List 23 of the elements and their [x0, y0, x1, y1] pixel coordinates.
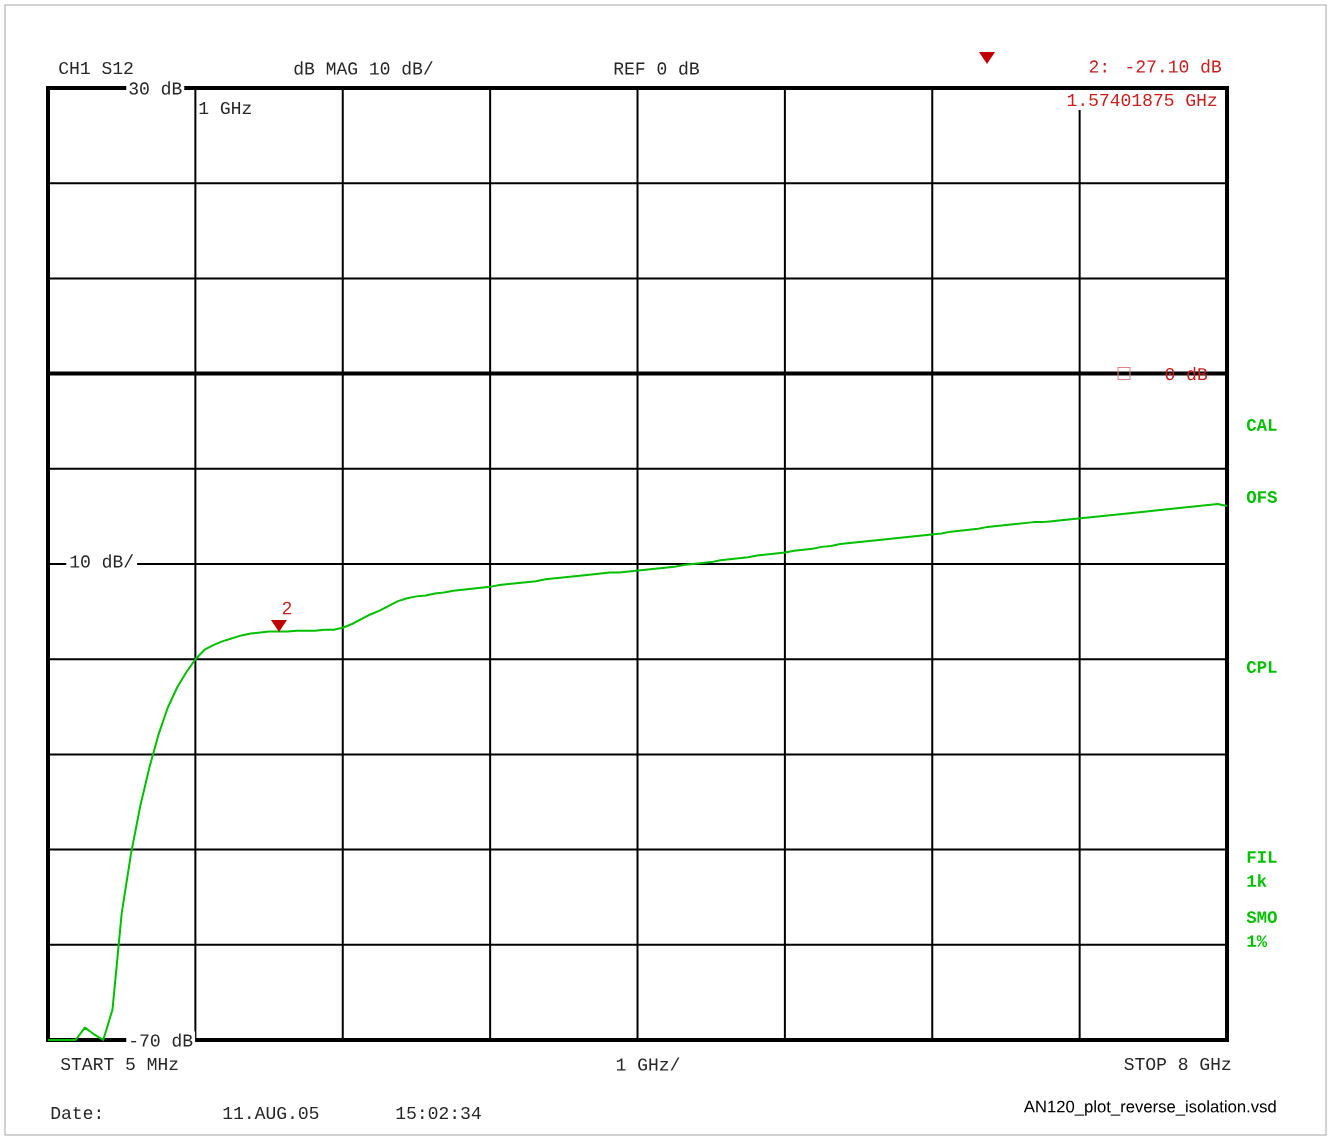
text: SMO 1% — [1246, 911, 1277, 947]
text: 2: -27.10 dB — [1089, 59, 1222, 73]
ref-line-label: 0 dB — [1165, 366, 1208, 381]
text: REF 0 dB — [614, 61, 699, 75]
annotation: 1.57401875 GHz — [1067, 93, 1217, 107]
text: FIL 1k — [1247, 851, 1277, 887]
text: AN120_plot_reverse_isolation.vsd — [1023, 1100, 1276, 1116]
text: CPL — [1246, 661, 1277, 673]
annotation: 1 GHz — [199, 101, 251, 115]
text: Date: — [51, 1106, 100, 1120]
text: 11.AUG.05 — [223, 1106, 319, 1120]
text: STOP 8 GHz — [1124, 1057, 1231, 1071]
text: 15:02:34 — [396, 1106, 481, 1120]
y-tick-label: -70 dB — [131, 1033, 193, 1047]
text: 1 GHz/ — [616, 1057, 680, 1071]
text: START 5 MHz — [60, 1057, 178, 1071]
text: OFS — [1246, 491, 1277, 503]
annotation: 2 — [282, 601, 292, 615]
text: CAL — [1246, 419, 1277, 431]
text: CH1 S12 — [59, 61, 133, 75]
y-tick-label: 30 dB — [129, 81, 182, 95]
text: dB MAG 10 dB/ — [294, 61, 433, 75]
annotation: 10 dB/ — [70, 554, 134, 568]
